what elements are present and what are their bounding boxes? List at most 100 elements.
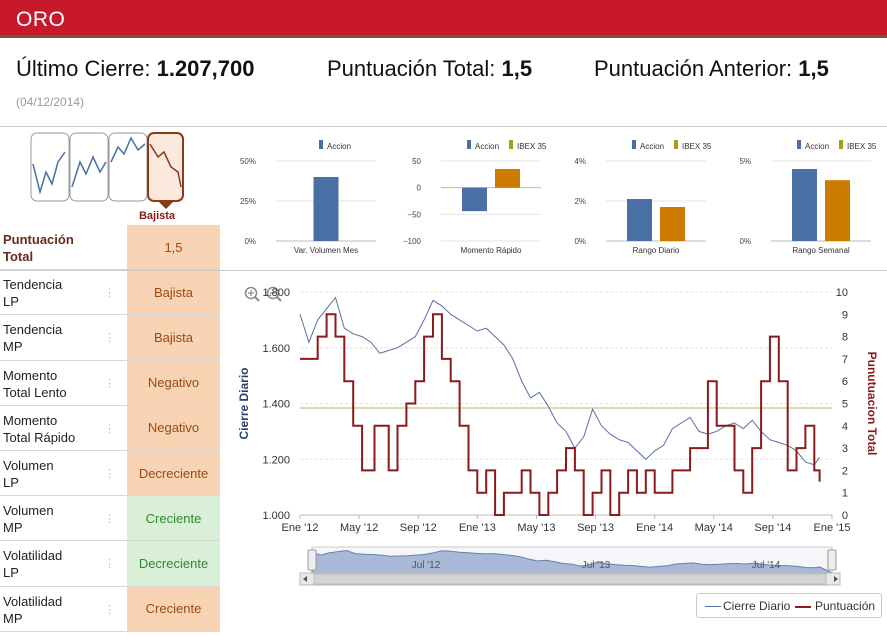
mini-legend-label: Accion <box>805 142 829 151</box>
mini-chart-1: Accion 50% 25% 0% Var. Volumen Mes <box>240 140 376 255</box>
main-chart-legend: Cierre Diario Puntuación <box>696 593 882 618</box>
y2-tick-label: 2 <box>842 465 848 477</box>
mini-chart-4: Accion IBEX 35 5% 0% Rango Semanal <box>739 140 877 255</box>
x-tick-label: Ene '14 <box>636 522 673 534</box>
mini-legend-label: Accion <box>327 142 351 151</box>
trend-thumbnails: Bajista <box>30 132 184 222</box>
mini-legend-swatch <box>797 140 801 149</box>
y2-tick-label: 10 <box>836 287 848 299</box>
mini-tick-label: 50 <box>412 157 421 166</box>
scroll-left-arrow-icon[interactable] <box>303 576 307 582</box>
drag-handle-icon[interactable]: ⋮ <box>104 558 115 571</box>
drag-handle-icon[interactable]: ⋮ <box>104 377 115 390</box>
score-row-label: Volatilidad MP <box>3 593 63 626</box>
drag-handle-icon[interactable]: ⋮ <box>104 513 115 526</box>
drag-handle-icon[interactable]: ⋮ <box>104 422 115 435</box>
score-row-value: 1,5 <box>127 225 220 270</box>
trend-thumb-1[interactable] <box>30 132 70 202</box>
zoom-in-icon[interactable] <box>244 286 260 302</box>
y-axis-title: Cierre Diario <box>237 367 251 439</box>
price-score-chart[interactable]: 1.000 1.200 1.400 1.600 1.800 0 1 2 3 4 5 6 7 8 9 10 Cie… <box>220 272 887 592</box>
y2-tick-label: 5 <box>842 399 848 411</box>
score-row-label: Volatilidad LP <box>3 548 63 581</box>
range-navigator[interactable]: Jul '12 Jul '13 Jul '14 <box>299 546 841 586</box>
navigator-area <box>311 549 833 574</box>
navigator-label: Jul '13 <box>582 560 611 571</box>
y-tick-label: 1.400 <box>262 399 290 411</box>
legend-score-swatch <box>795 606 811 608</box>
score-row-value: Creciente <box>127 586 220 631</box>
score-row[interactable]: Tendencia LP ⋮ Bajista <box>0 270 220 316</box>
mini-category-label: Var. Volumen Mes <box>294 246 358 255</box>
navigator-right-handle[interactable] <box>827 549 837 571</box>
score-row[interactable]: Volumen MP ⋮ Creciente <box>0 496 220 542</box>
drag-handle-icon[interactable]: ⋮ <box>104 332 115 345</box>
score-row[interactable]: Momento Total Rápido ⋮ Negativo <box>0 405 220 451</box>
mini-tick-label: 2% <box>574 197 586 206</box>
zoom-in-icon-lens <box>244 286 258 300</box>
legend-score[interactable]: Puntuación <box>815 599 876 613</box>
mini-tick-label: 5% <box>739 157 751 166</box>
mini-bar <box>495 169 520 188</box>
score-row[interactable]: Momento Total Lento ⋮ Negativo <box>0 360 220 406</box>
score-row-value: Decreciente <box>127 541 220 586</box>
mini-legend-swatch <box>467 140 471 149</box>
x-tick-label: Ene '12 <box>282 522 319 534</box>
score-row[interactable]: Volatilidad LP ⋮ Decreciente <box>0 541 220 587</box>
zoom-controls[interactable] <box>244 286 282 302</box>
drag-handle-icon[interactable]: ⋮ <box>104 287 115 300</box>
mini-tick-label: 0% <box>739 237 751 246</box>
y2-tick-label: 6 <box>842 376 848 388</box>
scroll-right-arrow-icon[interactable] <box>834 576 838 582</box>
mini-tick-label: 25% <box>240 197 256 206</box>
mini-category-label: Rango Semanal <box>792 246 850 255</box>
y-tick-label: 1.600 <box>262 343 290 355</box>
mini-tick-label: 0% <box>574 237 586 246</box>
score-row[interactable]: Volatilidad MP ⋮ Creciente <box>0 586 220 632</box>
previous-score-value: 1,5 <box>798 56 829 81</box>
zoom-out-icon[interactable] <box>266 286 282 302</box>
drag-handle-icon[interactable]: ⋮ <box>104 603 115 616</box>
last-close-label: Último Cierre: <box>16 56 151 81</box>
x-tick-label: Sep '14 <box>754 522 791 534</box>
mini-legend-label: IBEX 35 <box>847 142 877 151</box>
y-tick-label: 1.000 <box>262 510 290 522</box>
y-tick-label: 1.200 <box>262 454 290 466</box>
score-row-label: Puntuación Total <box>3 232 74 264</box>
trend-thumb-2[interactable] <box>69 132 109 202</box>
score-row-label: Volumen LP <box>3 457 54 490</box>
score-row-value: Negativo <box>127 405 220 450</box>
score-row-label: Tendencia LP <box>3 277 63 310</box>
zoom-in-icon-handle <box>254 296 260 302</box>
mini-category-label: Momento Rápido <box>461 246 522 255</box>
trend-thumb-3[interactable] <box>108 132 148 202</box>
mini-chart-3: Accion IBEX 35 4% 2% 0% Rango Diario <box>574 140 712 255</box>
series-cierre-diario <box>299 296 821 466</box>
mini-legend-swatch <box>319 140 323 149</box>
mini-legend-label: Accion <box>640 142 664 151</box>
mini-bar <box>627 199 652 241</box>
mini-bar-charts: Accion 50% 25% 0% Var. Volumen Mes Accion IBEX… <box>240 140 877 255</box>
y2-tick-label: 7 <box>842 354 848 366</box>
trend-thumb-bajista[interactable]: Bajista <box>139 132 184 222</box>
navigator-scrollbar-thumb[interactable] <box>313 573 827 585</box>
score-row[interactable]: Puntuación Total 1,5 <box>0 225 220 271</box>
x-tick-label: May '13 <box>517 522 555 534</box>
mini-tick-label: −100 <box>403 237 422 246</box>
drag-handle-icon[interactable]: ⋮ <box>104 467 115 480</box>
score-row[interactable]: Tendencia MP ⋮ Bajista <box>0 315 220 361</box>
last-close-value: 1.207,700 <box>156 56 255 81</box>
navigator-left-handle[interactable] <box>307 549 317 571</box>
total-score: Puntuación Total: 1,5 <box>327 56 532 82</box>
legend-close-swatch <box>705 606 721 607</box>
mini-legend-swatch <box>632 140 636 149</box>
y2-tick-label: 9 <box>842 309 848 321</box>
score-row-label: Momento Total Lento <box>3 367 67 400</box>
divider <box>0 270 887 271</box>
total-score-label: Puntuación Total: <box>327 56 496 81</box>
divider <box>0 126 887 127</box>
zoom-out-icon-handle <box>276 296 282 302</box>
x-tick-label: Ene '15 <box>814 522 851 534</box>
legend-close[interactable]: Cierre Diario <box>723 599 791 613</box>
score-row[interactable]: Volumen LP ⋮ Decreciente <box>0 450 220 497</box>
